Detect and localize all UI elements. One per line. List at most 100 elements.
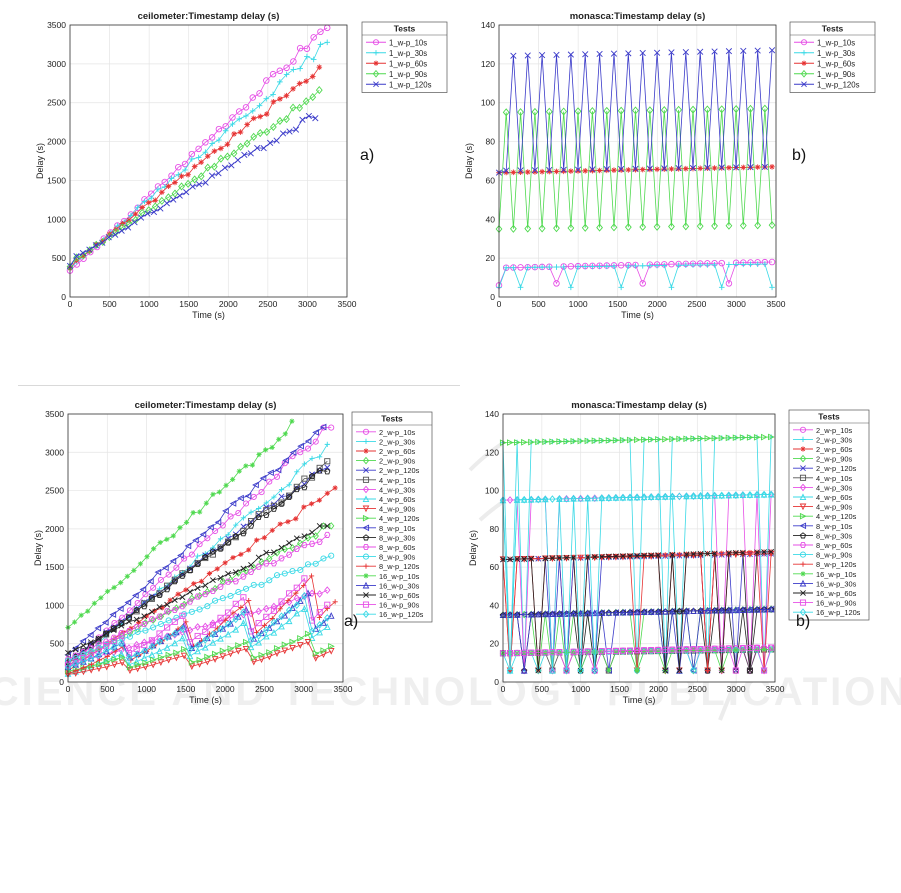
x-tick-label: 500 — [102, 299, 116, 309]
data-point — [305, 112, 313, 120]
data-point — [133, 616, 140, 623]
x-tick-label: 2500 — [687, 299, 706, 309]
data-point — [229, 121, 236, 127]
legend-item: 8_w-p_10s — [356, 524, 415, 533]
legend-label: 4_w-p_90s — [816, 503, 852, 512]
legend-swatch-marker — [801, 81, 807, 88]
data-point — [704, 550, 711, 557]
data-point — [219, 577, 227, 586]
data-point — [662, 492, 669, 501]
data-point — [258, 651, 266, 659]
x-axis-label: Time (s) — [192, 310, 225, 320]
data-point — [682, 48, 689, 56]
data-point — [589, 167, 596, 174]
data-point — [216, 137, 222, 143]
data-point — [170, 196, 177, 203]
chart-title: monasca:Timestamp delay (s) — [570, 11, 706, 22]
data-point — [255, 638, 262, 646]
data-point — [639, 49, 646, 57]
legend-swatch-marker — [800, 446, 806, 452]
data-point — [227, 650, 234, 658]
data-point — [195, 145, 202, 153]
data-point — [563, 494, 570, 503]
legend-item: 4_w-p_30s — [356, 485, 415, 494]
data-point — [312, 429, 319, 436]
data-point — [103, 630, 110, 637]
data-point — [327, 647, 335, 655]
data-point — [109, 611, 117, 618]
data-point — [119, 653, 126, 661]
data-point — [514, 556, 521, 563]
data-point — [308, 627, 316, 635]
data-point — [327, 612, 335, 619]
legend-swatch-marker — [801, 60, 807, 66]
legend-swatch-marker — [799, 551, 807, 558]
y-tick-label: 500 — [50, 639, 64, 649]
data-point — [582, 263, 589, 270]
legend-item: 1_w-p_60s — [366, 59, 427, 68]
data-point — [221, 164, 229, 171]
data-point — [161, 184, 168, 190]
data-point — [309, 455, 315, 462]
series-8_w-p_90s — [64, 552, 335, 664]
data-point — [246, 547, 252, 553]
legend-title: Tests — [818, 412, 840, 422]
data-point — [195, 553, 201, 559]
data-point — [324, 441, 330, 447]
data-point — [118, 650, 125, 657]
data-point — [263, 549, 270, 556]
legend-swatch-marker — [799, 426, 807, 433]
data-point — [761, 163, 768, 171]
legend-swatch-marker — [799, 608, 807, 617]
data-point — [237, 129, 244, 135]
data-point — [754, 261, 761, 267]
data-point — [141, 198, 148, 205]
data-point — [217, 634, 224, 642]
data-point — [676, 666, 683, 674]
data-point — [521, 555, 528, 562]
data-point — [507, 439, 514, 446]
data-point — [181, 645, 188, 653]
data-point — [125, 654, 133, 662]
data-point — [520, 666, 528, 674]
data-point — [278, 493, 285, 500]
legend-label: 1_w-p_60s — [389, 59, 427, 68]
data-point — [179, 603, 186, 610]
data-point — [222, 127, 229, 134]
x-tick-label: 1500 — [176, 684, 195, 694]
data-point — [308, 501, 315, 507]
data-point — [591, 437, 599, 445]
data-point — [118, 227, 125, 234]
data-point — [669, 551, 676, 558]
data-point — [747, 667, 753, 674]
data-point — [611, 263, 617, 270]
data-point — [96, 647, 103, 653]
data-point — [546, 264, 553, 270]
data-point — [718, 606, 726, 614]
legend-label: 16_w-p_10s — [816, 570, 857, 579]
data-point — [598, 494, 605, 502]
data-point — [91, 600, 97, 606]
data-point — [156, 613, 163, 620]
data-point — [264, 111, 270, 117]
data-point — [294, 469, 300, 475]
data-point — [676, 667, 683, 674]
data-point — [202, 553, 209, 560]
legend-swatch-marker — [362, 476, 370, 483]
data-point — [145, 199, 152, 206]
legend-label: 8_w-p_10s — [379, 524, 415, 533]
data-point — [240, 515, 246, 521]
data-point — [711, 261, 718, 268]
data-point — [86, 248, 93, 254]
data-point — [317, 28, 324, 36]
legend-swatch-marker — [373, 50, 379, 56]
data-point — [164, 586, 171, 593]
data-point — [618, 284, 624, 291]
data-point — [134, 599, 141, 607]
data-point — [704, 491, 711, 500]
data-point — [584, 609, 591, 617]
data-point — [143, 613, 150, 619]
data-point — [299, 116, 306, 123]
data-point — [769, 284, 775, 291]
data-point — [80, 651, 87, 658]
